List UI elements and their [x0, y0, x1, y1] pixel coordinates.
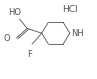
- Text: HCl: HCl: [62, 5, 78, 14]
- Text: F: F: [27, 50, 32, 59]
- Text: NH: NH: [71, 29, 84, 38]
- Text: O: O: [3, 34, 10, 43]
- Text: HO: HO: [8, 8, 21, 17]
